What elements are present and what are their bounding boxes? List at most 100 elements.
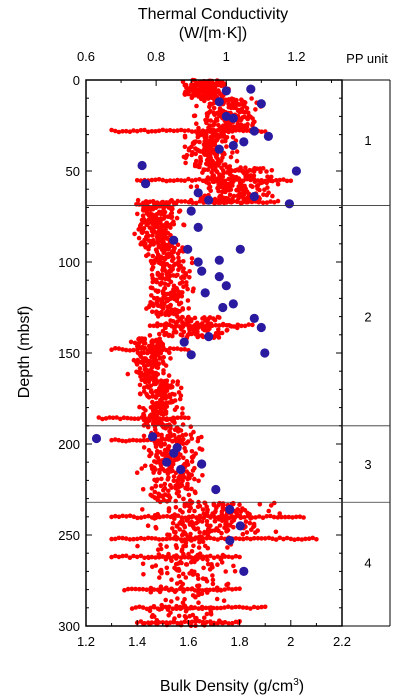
density-point <box>186 306 191 311</box>
density-point <box>226 123 231 129</box>
density-point <box>260 200 266 205</box>
density-point <box>220 155 225 160</box>
density-point <box>155 587 161 593</box>
density-point <box>188 559 194 565</box>
conductivity-point <box>291 166 301 176</box>
density-point <box>215 178 220 183</box>
density-point <box>157 514 162 520</box>
density-point <box>153 405 159 411</box>
density-point <box>189 449 195 454</box>
conductivity-point <box>186 206 196 216</box>
y-axis-title: Depth (mbsf) <box>16 306 33 398</box>
density-point <box>239 168 245 173</box>
density-point <box>162 281 168 287</box>
density-point <box>163 437 168 442</box>
density-point <box>145 348 151 353</box>
density-point <box>230 555 235 560</box>
density-point <box>145 523 151 528</box>
density-point <box>266 190 271 195</box>
density-point <box>194 184 200 189</box>
density-point <box>240 531 246 537</box>
conductivity-point <box>249 191 259 202</box>
density-point <box>147 323 153 329</box>
density-point <box>116 535 122 541</box>
density-point <box>180 510 185 515</box>
density-point <box>268 199 273 204</box>
density-point <box>210 565 215 570</box>
density-point <box>120 129 125 134</box>
density-point <box>214 596 220 602</box>
density-point <box>193 535 198 540</box>
density-point <box>100 416 105 422</box>
density-point <box>128 339 134 345</box>
density-point <box>231 524 236 530</box>
density-point <box>232 99 237 105</box>
density-point <box>155 438 161 444</box>
density-point <box>272 200 277 205</box>
density-point <box>113 513 118 519</box>
density-point <box>182 178 187 183</box>
density-point <box>189 555 195 561</box>
conductivity-point <box>193 222 203 232</box>
density-point <box>182 144 188 150</box>
density-point <box>231 563 236 569</box>
density-point <box>180 307 186 312</box>
density-point <box>222 554 228 559</box>
density-point <box>245 513 251 519</box>
density-point <box>135 211 140 217</box>
density-point <box>114 415 119 420</box>
density-point <box>237 604 242 610</box>
density-point <box>197 555 202 560</box>
density-point <box>188 432 194 438</box>
density-point <box>169 599 174 604</box>
density-point <box>195 323 200 329</box>
density-point <box>173 543 179 548</box>
density-point <box>264 169 269 174</box>
density-point <box>219 535 224 541</box>
density-point <box>180 324 186 329</box>
density-point <box>131 128 136 133</box>
density-point <box>160 537 166 542</box>
density-point <box>196 478 201 484</box>
density-point <box>153 277 159 283</box>
density-point <box>218 193 223 199</box>
density-point <box>180 422 186 427</box>
density-point <box>139 415 145 420</box>
density-point <box>196 606 201 611</box>
density-point <box>310 535 316 541</box>
density-point <box>166 509 172 514</box>
density-point <box>185 586 190 592</box>
density-point <box>129 606 135 611</box>
density-point <box>178 559 183 565</box>
density-point <box>225 165 231 170</box>
density-point <box>183 575 189 580</box>
density-point <box>171 474 177 479</box>
density-point <box>236 195 242 200</box>
density-point <box>149 272 155 278</box>
conductivity-point <box>256 322 266 333</box>
density-point <box>140 507 145 512</box>
density-point <box>224 323 230 328</box>
density-point <box>141 445 147 450</box>
density-point <box>275 515 281 520</box>
density-point <box>127 537 133 542</box>
density-point <box>233 586 239 592</box>
density-point <box>158 297 163 302</box>
density-point <box>205 561 211 567</box>
density-point <box>170 254 175 259</box>
density-point <box>121 415 127 421</box>
density-point <box>149 486 155 491</box>
density-point <box>193 81 199 87</box>
density-point <box>120 347 125 352</box>
density-point <box>175 535 180 541</box>
density-point <box>181 604 187 610</box>
density-point <box>182 347 187 352</box>
density-point <box>141 385 147 391</box>
conductivity-point <box>235 521 245 531</box>
density-point <box>166 604 172 610</box>
bottom-tick-label: 1.2 <box>77 634 95 649</box>
density-point <box>140 487 146 492</box>
density-point <box>169 307 174 313</box>
density-point <box>203 588 209 593</box>
density-point <box>200 619 206 625</box>
